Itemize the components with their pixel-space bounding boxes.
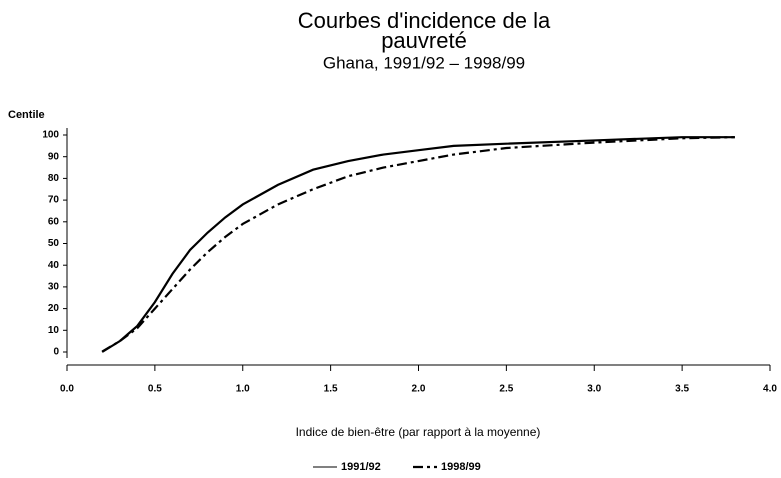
x-tick-label: 2.5 (499, 384, 513, 395)
y-axis-label: Centile (8, 109, 45, 121)
chart-title: pauvreté (381, 28, 467, 53)
x-tick-label: 0.5 (148, 384, 162, 395)
chart-subtitle: Ghana, 1991/92 – 1998/99 (323, 53, 525, 72)
y-tick-label: 30 (48, 282, 60, 293)
y-tick-label: 90 (48, 151, 60, 162)
y-tick-label: 0 (53, 347, 59, 358)
x-tick-label: 4.0 (763, 384, 777, 395)
series-line (101, 136, 735, 353)
x-tick-label: 3.0 (587, 384, 601, 395)
x-tick-label: 1.0 (236, 384, 250, 395)
x-tick-label: 1.5 (324, 384, 338, 395)
legend-label: 1991/92 (341, 461, 381, 473)
y-tick-label: 80 (48, 173, 60, 184)
x-tick-label: 0.0 (60, 384, 74, 395)
x-tick-label: 3.5 (675, 384, 689, 395)
y-tick-label: 20 (48, 303, 60, 314)
y-tick-label: 100 (42, 130, 59, 141)
y-tick-label: 70 (48, 195, 60, 206)
chart-title: Courbes d'incidence de la (298, 8, 551, 33)
x-axis-label: Indice de bien-être (par rapport à la mo… (296, 425, 541, 439)
x-tick-label: 2.0 (412, 384, 426, 395)
series-line (101, 136, 735, 353)
y-tick-label: 10 (48, 325, 60, 336)
y-tick-label: 60 (48, 216, 60, 227)
legend-label: 1998/99 (441, 461, 481, 473)
y-tick-label: 40 (48, 260, 60, 271)
y-tick-label: 50 (48, 238, 60, 249)
